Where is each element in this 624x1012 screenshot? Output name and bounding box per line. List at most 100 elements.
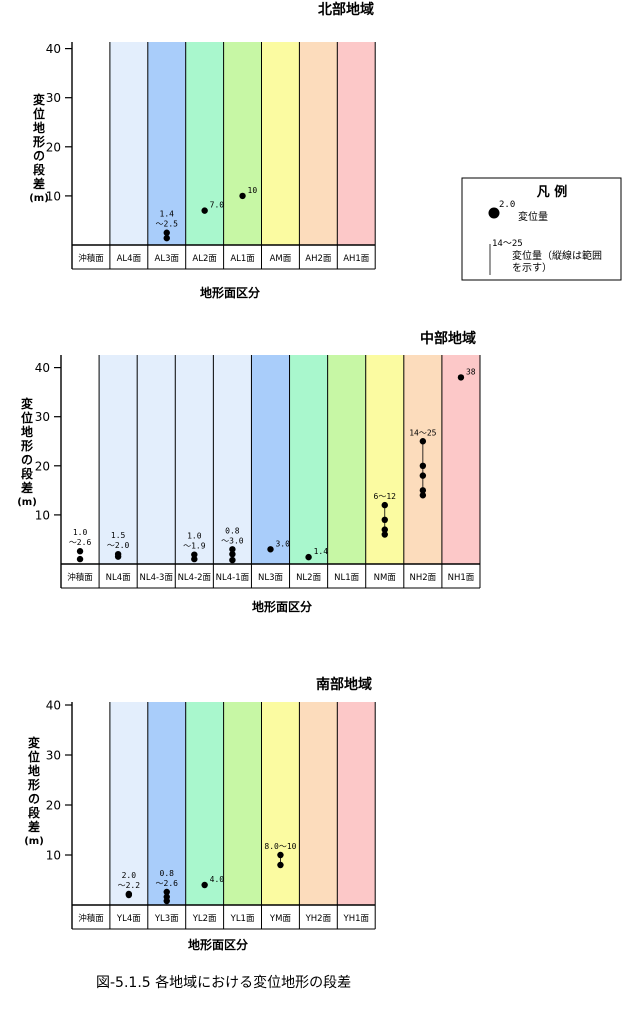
y-tick-label: 20 xyxy=(35,459,50,473)
legend-title: 凡 例 xyxy=(537,184,568,200)
y-axis-title-char: 変 xyxy=(33,92,46,107)
legend-range-label-1: 変位量（縦線は範囲 xyxy=(512,249,602,262)
category-band xyxy=(251,355,290,564)
data-label: ～1.9 xyxy=(183,542,206,551)
y-axis-title-char: の xyxy=(21,453,33,467)
data-point xyxy=(305,553,312,561)
data-label: 4.0 xyxy=(210,875,225,884)
category-band xyxy=(72,702,110,905)
y-axis-title-char: 位 xyxy=(21,410,33,425)
data-point xyxy=(163,893,170,901)
y-axis-title-char: 形 xyxy=(33,135,45,149)
data-point xyxy=(419,438,427,445)
data-label: 1.4 xyxy=(314,547,329,556)
data-point xyxy=(163,234,170,242)
data-label: 1.5 xyxy=(111,531,126,540)
x-category-label: NL2面 xyxy=(296,573,322,583)
data-point xyxy=(76,555,84,563)
data-point xyxy=(277,851,284,859)
figure-caption: 図-5.1.5 各地域における変位地形の段差 xyxy=(96,974,351,991)
data-point xyxy=(191,555,198,563)
x-axis-title: 地形面区分 xyxy=(200,285,260,300)
legend-point-marker xyxy=(488,207,500,219)
data-point xyxy=(125,890,133,898)
y-axis-title-char: の xyxy=(28,792,40,806)
x-category-label: NH2面 xyxy=(410,573,437,583)
data-label: 3.0 xyxy=(275,539,290,548)
data-label: ～2.0 xyxy=(107,541,130,550)
category-band xyxy=(137,355,176,564)
y-tick-label: 20 xyxy=(46,799,61,813)
category-band xyxy=(441,355,480,564)
x-category-label: AL4面 xyxy=(117,254,142,264)
y-tick-label: 30 xyxy=(35,410,50,424)
data-label: 14～25 xyxy=(409,428,436,437)
y-tick-label: 30 xyxy=(46,91,61,105)
data-point xyxy=(457,374,465,381)
y-tick-label: 40 xyxy=(46,699,61,713)
data-point xyxy=(419,487,427,494)
category-band xyxy=(299,42,338,245)
data-label: ～2.5 xyxy=(156,220,179,229)
data-label: 6～12 xyxy=(374,492,397,501)
data-point xyxy=(239,192,246,200)
data-point xyxy=(163,888,170,896)
y-axis-title-char: 形 xyxy=(28,778,40,792)
y-axis-title-char: 地 xyxy=(28,763,40,778)
category-band xyxy=(337,702,376,905)
data-point xyxy=(201,881,208,889)
y-axis-title-unit: (m) xyxy=(17,497,37,508)
data-point xyxy=(229,556,236,564)
category-band xyxy=(185,702,224,905)
data-label: 10 xyxy=(248,186,258,195)
x-axis-title: 地形面区分 xyxy=(188,937,248,952)
y-axis-title-char: 地 xyxy=(33,120,45,135)
y-axis-title-char: 段 xyxy=(33,162,46,177)
category-band xyxy=(261,42,300,245)
x-category-label: AH2面 xyxy=(305,254,332,264)
y-tick-label: 40 xyxy=(35,361,50,375)
legend-point-value: 2.0 xyxy=(499,200,515,210)
legend-range-value: 14～25 xyxy=(492,239,523,249)
y-axis-title-char: 差 xyxy=(20,480,33,495)
category-band xyxy=(99,355,138,564)
y-axis-title-char: 段 xyxy=(21,466,34,481)
x-category-label: NL3面 xyxy=(258,573,284,583)
data-label: 38 xyxy=(466,367,476,376)
data-label: 8.0～10 xyxy=(264,842,296,851)
y-tick-label: 10 xyxy=(35,508,50,522)
chart-2: 10 20 30 40 沖積面 NL4面 NL4-3面 NL4-2面 NL4-1面 NL3面 NL2… xyxy=(17,330,481,614)
x-category-label: NL4面 xyxy=(106,573,132,583)
x-category-label: AL1面 xyxy=(230,254,255,264)
x-category-label: NM面 xyxy=(374,573,397,583)
x-category-label: AL2面 xyxy=(192,254,217,264)
y-tick-label: 30 xyxy=(46,749,61,763)
x-category-label: NL4-1面 xyxy=(216,573,250,583)
data-point xyxy=(381,526,388,533)
x-category-label: NL1面 xyxy=(334,573,360,583)
y-axis-title-char: 形 xyxy=(21,439,33,453)
x-category-label: 沖積面 xyxy=(78,913,104,924)
data-point xyxy=(381,531,388,538)
data-point xyxy=(419,462,427,469)
y-tick-label: 40 xyxy=(46,42,61,56)
data-point xyxy=(229,546,236,553)
data-point xyxy=(201,207,208,214)
chart-1: 10 20 30 40 沖積面 AL4面 AL3面 AL2面 AL1面 AM面 AH2面 AH1面 1.… xyxy=(29,1,376,300)
data-label: 1.0 xyxy=(73,528,88,537)
data-point xyxy=(76,548,84,555)
x-category-label: 沖積面 xyxy=(78,253,104,264)
x-category-label: AM面 xyxy=(270,254,292,264)
category-band xyxy=(61,355,100,564)
data-label: 2.0 xyxy=(122,871,137,880)
data-point xyxy=(229,550,236,558)
category-band xyxy=(213,355,252,564)
y-axis-title: 変位地形の段差 (m) xyxy=(29,92,49,204)
y-axis-title-char: の xyxy=(33,149,45,163)
data-label: 0.8 xyxy=(225,526,240,535)
y-axis-title-char: 変 xyxy=(28,735,41,750)
data-point xyxy=(381,501,388,509)
data-point xyxy=(381,516,388,524)
y-axis-title-unit: (m) xyxy=(24,836,44,847)
